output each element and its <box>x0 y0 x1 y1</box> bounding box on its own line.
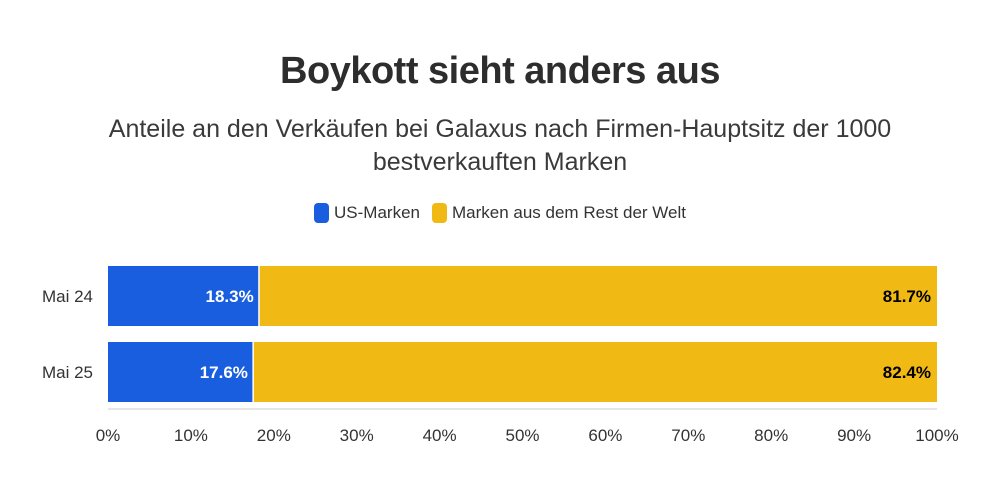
x-tick-label: 30% <box>340 426 374 445</box>
data-label: 17.6% <box>200 363 248 382</box>
x-tick-label: 100% <box>915 426 958 445</box>
data-label: 18.3% <box>206 287 254 306</box>
bar-segment[interactable] <box>253 342 938 402</box>
x-tick-label: 60% <box>588 426 622 445</box>
chart-subtitle: Anteile an den Verkäufen bei Galaxus nac… <box>108 115 892 176</box>
legend-item-us[interactable]: US-Marken <box>314 203 420 223</box>
x-tick-label: 70% <box>671 426 705 445</box>
x-tick-label: 80% <box>754 426 788 445</box>
x-tick-label: 10% <box>174 426 208 445</box>
bar-segment[interactable] <box>108 342 253 402</box>
x-tick-label: 50% <box>505 426 539 445</box>
legend-label-rest: Marken aus dem Rest der Welt <box>451 203 686 222</box>
legend-label-us: US-Marken <box>334 203 420 222</box>
bar-segment[interactable] <box>108 266 259 326</box>
x-tick-label: 90% <box>837 426 871 445</box>
chart-legend: US-Marken Marken aus dem Rest der Welt <box>0 203 1000 223</box>
chart-title: Boykott sieht anders aus <box>280 50 720 92</box>
category-label: Mai 24 <box>42 287 93 306</box>
x-tick-label: 0% <box>96 426 121 445</box>
legend-swatch-rest <box>431 203 447 223</box>
legend-swatch-us <box>314 203 330 223</box>
bar-segment[interactable] <box>259 266 937 326</box>
x-tick-label: 20% <box>257 426 291 445</box>
legend-item-rest[interactable]: Marken aus dem Rest der Welt <box>431 203 686 223</box>
data-label: 82.4% <box>883 363 931 382</box>
data-label: 81.7% <box>883 287 931 306</box>
x-tick-label: 40% <box>423 426 457 445</box>
category-label: Mai 25 <box>42 363 93 382</box>
